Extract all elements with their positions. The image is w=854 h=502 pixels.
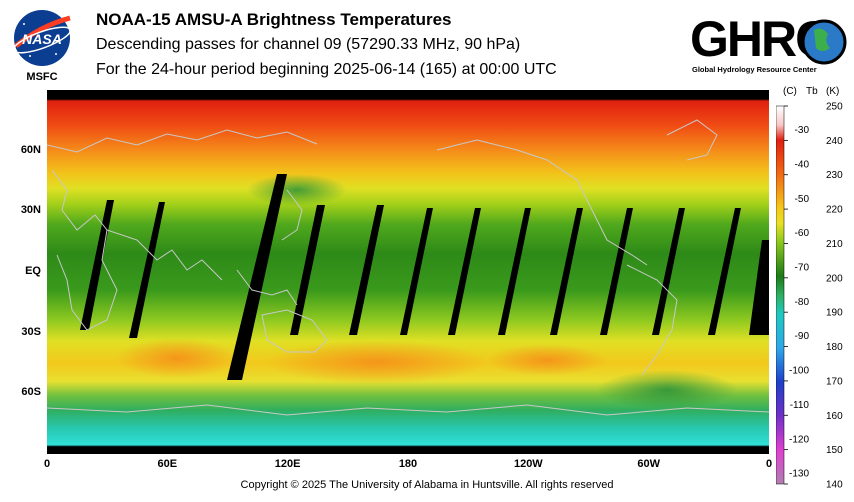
colorbar-c-label: -60: [795, 228, 810, 239]
colorbar-c-label: -40: [795, 159, 810, 170]
latitude-label: 60N: [20, 143, 41, 156]
page-subtitle: Descending passes for channel 09 (57290.…: [96, 36, 521, 53]
longitude-label: 120E: [274, 458, 301, 470]
orbit-gap: [749, 240, 769, 335]
coastline-australia: [261, 309, 328, 353]
coastlines: [47, 119, 769, 416]
orbit-gap: [448, 208, 481, 335]
longitude-label: 0: [43, 458, 51, 470]
colorbar-k-label: 170: [826, 376, 843, 387]
coastline-maritime: [236, 269, 298, 306]
colorbar: 250 240 230 220 210 200 190 180 170 160 150 140 -30 -…: [776, 102, 843, 491]
colorbar-header-c: (C): [783, 86, 797, 97]
brightness-temperature-map: [47, 90, 769, 454]
orbit-gap: [498, 208, 531, 335]
coastline-antarctica: [47, 404, 769, 416]
coastline-africa: [51, 169, 118, 331]
latitude-label: 30S: [21, 325, 41, 338]
orbit-gap: [652, 208, 685, 335]
ghrc-logo-sub: Global Hydrology Resource Center: [692, 65, 817, 74]
coastline-east-asia: [281, 189, 303, 241]
nasa-logo-text: NASA: [22, 31, 62, 47]
nasa-logo-sub: MSFC: [26, 71, 57, 83]
colorbar-c-label: -110: [790, 400, 810, 411]
orbit-gap: [227, 174, 287, 380]
warm-region: [117, 338, 237, 378]
warm-region: [487, 344, 607, 376]
cool-region: [597, 370, 737, 410]
colorbar-c-label: -90: [795, 331, 810, 342]
colorbar-header-k: (K): [826, 86, 840, 97]
longitude-label: 60E: [157, 458, 178, 470]
colorbar-k-label: 190: [826, 308, 843, 319]
warm-region: [267, 340, 487, 384]
colorbar-c-label: -70: [795, 262, 810, 273]
copyright-footer: Copyright © 2025 The University of Alaba…: [240, 479, 614, 491]
longitude-label: 60W: [637, 458, 660, 470]
colorbar-header-tb: Tb: [806, 86, 818, 97]
coastline-south-america: [626, 264, 678, 376]
colorbar-c-label: -100: [789, 366, 809, 377]
colorbar-k-label: 160: [826, 411, 843, 422]
colorbar-k-label: 250: [826, 102, 843, 113]
orbit-gaps: [80, 174, 769, 380]
orbit-gap: [129, 202, 165, 338]
colorbar-k-label: 220: [826, 205, 843, 216]
longitude-label: 0: [765, 458, 773, 470]
colorbar-k-label: 240: [826, 136, 843, 147]
orbit-gap: [708, 208, 741, 335]
orbit-gap: [600, 208, 633, 335]
nasa-logo: NASA MSFC: [10, 8, 74, 89]
colorbar-c-label: -30: [795, 125, 810, 136]
period-line: For the 24-hour period beginning 2025-06…: [96, 61, 557, 78]
colorbar-c-label: -120: [789, 434, 809, 445]
longitude-label: 180: [398, 458, 418, 470]
orbit-gap: [290, 205, 325, 335]
colorbar-k-label: 180: [826, 342, 843, 353]
ghrc-logo: GHRC Global Hydrology Resource Center: [688, 8, 848, 83]
coastline-greenland: [666, 119, 718, 161]
colorbar-c-label: -80: [795, 297, 810, 308]
coastline-south-asia: [106, 229, 223, 281]
colorbar-c-label: -50: [795, 194, 810, 205]
orbit-gap: [400, 208, 433, 335]
colorbar-k-label: 200: [826, 273, 843, 284]
colorbar-k-label: 230: [826, 170, 843, 181]
colorbar-ticks: 250 240 230 220 210 200 190 180 170 160 150 140 -30 -…: [784, 102, 843, 491]
orbit-gap: [349, 205, 384, 335]
coastline-north-america: [436, 139, 648, 266]
latitude-label: 60S: [21, 386, 41, 399]
cool-region: [247, 174, 347, 206]
longitude-label: 120W: [513, 458, 543, 470]
orbit-gap: [80, 200, 114, 330]
colorbar-gradient: [776, 105, 785, 485]
colorbar-k-label: 150: [826, 445, 843, 456]
latitude-label: 30N: [20, 204, 41, 217]
colorbar-c-label: -130: [789, 469, 809, 480]
orbit-gap: [550, 208, 583, 335]
colorbar-k-label: 140: [826, 480, 843, 491]
page-title: NOAA-15 AMSU-A Brightness Temperatures: [96, 10, 452, 29]
coastline-eurasia-north: [47, 129, 318, 153]
colorbar-k-label: 210: [826, 239, 843, 250]
latitude-label: EQ: [25, 265, 41, 277]
